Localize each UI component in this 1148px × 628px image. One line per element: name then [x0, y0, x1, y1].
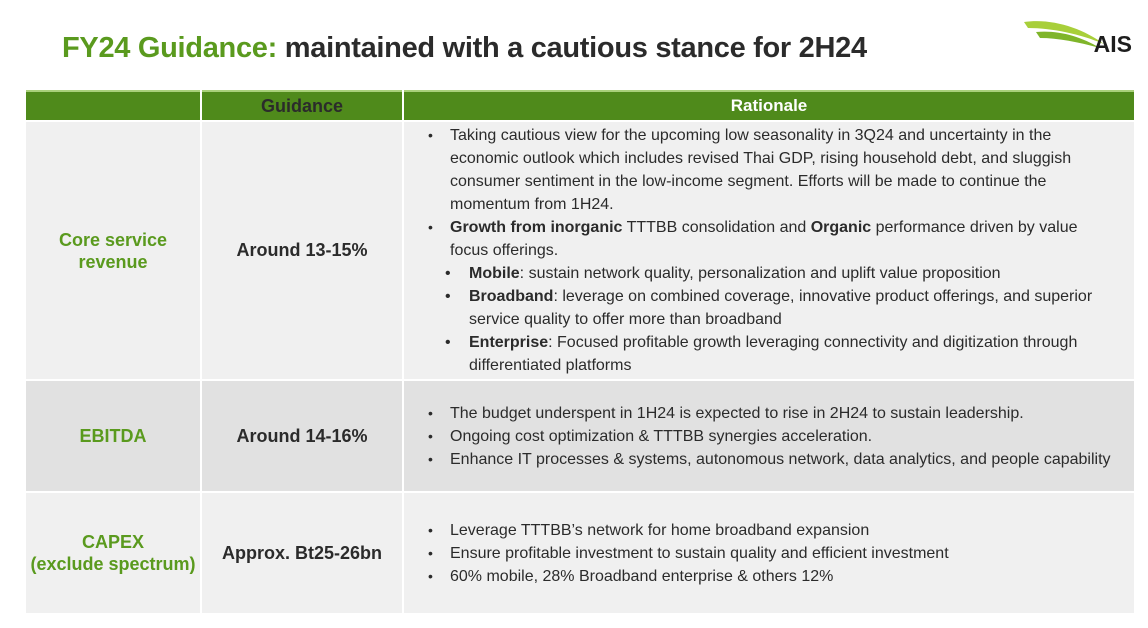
list-item: Ensure profitable investment to sustain …: [428, 542, 1120, 565]
bold-text: Organic: [810, 219, 872, 236]
rationale-list: Taking cautious view for the upcoming lo…: [426, 124, 1120, 262]
table-row: EBITDA Around 14-16% The budget underspe…: [26, 381, 1134, 491]
ais-logo: AIS: [1022, 14, 1134, 60]
header-rationale: Rationale: [404, 90, 1134, 120]
bold-text: Growth from inorganic: [450, 219, 623, 236]
table-header-row: Guidance Rationale: [26, 90, 1134, 120]
list-item: The budget underspent in 1H24 is expecte…: [428, 402, 1120, 425]
list-item: Ongoing cost optimization & TTTBB synerg…: [428, 425, 1120, 448]
page-title-highlight: FY24 Guidance:: [62, 32, 277, 64]
list-item: 60% mobile, 28% Broadband enterprise & o…: [428, 565, 1120, 588]
list-item-text: : Focused profitable growth leveraging c…: [469, 334, 1078, 374]
table-row: Core service revenue Around 13-15% Takin…: [26, 122, 1134, 379]
row-guidance: Approx. Bt25-26bn: [202, 493, 402, 613]
list-item-text: : sustain network quality, personalizati…: [519, 265, 1001, 282]
sub-list-item: Enterprise: Focused profitable growth le…: [445, 331, 1120, 377]
page-title-text: maintained with a cautious stance for 2H…: [284, 32, 867, 64]
row-rationale: Leverage TTTBB’s network for home broadb…: [404, 493, 1134, 613]
list-item: Taking cautious view for the upcoming lo…: [428, 124, 1120, 216]
guidance-table: Guidance Rationale Core service revenue …: [24, 88, 1136, 615]
row-rationale: The budget underspent in 1H24 is expecte…: [404, 381, 1134, 491]
row-rationale: Taking cautious view for the upcoming lo…: [404, 122, 1134, 379]
row-guidance: Around 14-16%: [202, 381, 402, 491]
sub-list-item: Broadband: leverage on combined coverage…: [445, 285, 1120, 331]
ais-brand-text: AIS: [1093, 31, 1132, 57]
page-title: FY24 Guidance: maintained with a cautiou…: [62, 32, 867, 65]
rationale-sub-list: Mobile: sustain network quality, persona…: [426, 262, 1120, 377]
bold-text: Mobile: [469, 265, 520, 282]
header-guidance: Guidance: [202, 90, 402, 120]
row-label: Core service revenue: [26, 122, 200, 379]
ais-swoosh-logo-icon: [1024, 21, 1104, 48]
header-empty: [26, 90, 200, 120]
list-item-text: : leverage on combined coverage, innovat…: [469, 288, 1093, 328]
row-label-line: CAPEX: [81, 532, 144, 552]
bold-text: Broadband: [469, 288, 554, 305]
bold-text: Enterprise: [469, 334, 549, 351]
list-item: Growth from inorganic TTTBB consolidatio…: [428, 216, 1120, 262]
row-label-line: (exclude spectrum): [30, 554, 196, 574]
list-item-text: TTTBB consolidation and: [622, 219, 811, 236]
list-item-text: performance driven by value focus offeri…: [450, 219, 1078, 259]
rationale-list: Leverage TTTBB’s network for home broadb…: [426, 519, 1120, 588]
sub-list-item: Mobile: sustain network quality, persona…: [445, 262, 1120, 285]
row-label-text: Core service revenue: [58, 229, 168, 272]
list-item: Leverage TTTBB’s network for home broadb…: [428, 519, 1120, 542]
row-guidance: Around 13-15%: [202, 122, 402, 379]
table-row: CAPEX (exclude spectrum) Approx. Bt25-26…: [26, 493, 1134, 613]
rationale-list: The budget underspent in 1H24 is expecte…: [426, 402, 1120, 471]
row-label: CAPEX (exclude spectrum): [26, 493, 200, 613]
list-item: Enhance IT processes & systems, autonomo…: [428, 448, 1120, 471]
row-label: EBITDA: [26, 381, 200, 491]
